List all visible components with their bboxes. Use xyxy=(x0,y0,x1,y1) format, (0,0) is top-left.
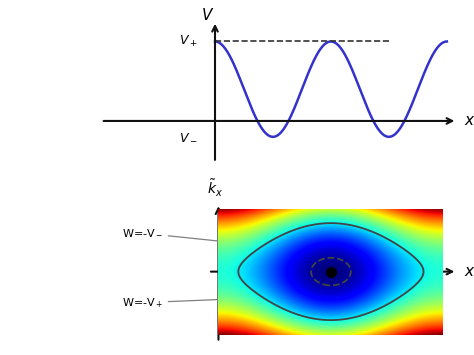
Text: $V$: $V$ xyxy=(201,7,215,23)
Text: W=-V$_-$: W=-V$_-$ xyxy=(121,228,256,247)
Text: $x$: $x$ xyxy=(464,114,474,129)
Text: $V_-$: $V_-$ xyxy=(179,130,198,143)
Text: $V_+$: $V_+$ xyxy=(179,34,198,49)
Text: $\tilde{k}_x$: $\tilde{k}_x$ xyxy=(207,179,223,200)
Text: W=-V$_+$: W=-V$_+$ xyxy=(121,296,256,310)
Text: $x$: $x$ xyxy=(464,264,474,279)
